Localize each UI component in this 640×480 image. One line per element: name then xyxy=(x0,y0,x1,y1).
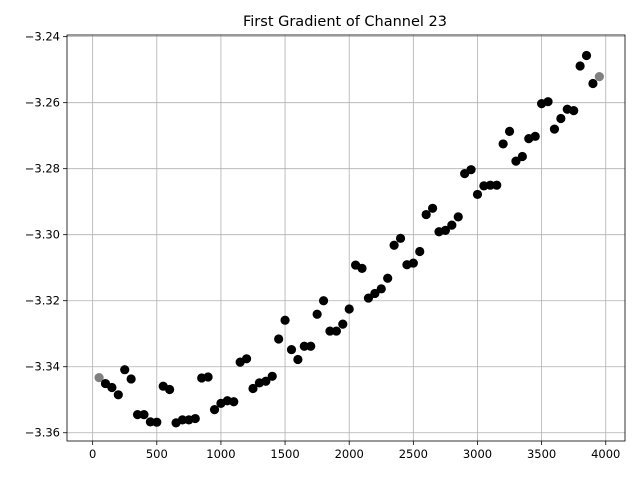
data-point xyxy=(447,220,457,230)
data-point xyxy=(165,384,175,395)
data-point xyxy=(248,383,258,394)
data-point xyxy=(498,139,508,149)
y-tick-label: −3.30 xyxy=(25,228,60,242)
data-point xyxy=(286,344,297,355)
data-point xyxy=(472,189,483,200)
x-tick-label: 3000 xyxy=(463,447,492,461)
data-point xyxy=(312,309,322,319)
data-point xyxy=(229,397,239,407)
data-point xyxy=(126,374,136,384)
data-point xyxy=(466,165,476,175)
data-point xyxy=(543,97,553,107)
data-point xyxy=(588,78,598,89)
data-point xyxy=(383,273,393,283)
data-point xyxy=(453,212,463,222)
data-point xyxy=(370,288,380,299)
y-tick-label: −3.24 xyxy=(25,30,60,44)
data-point xyxy=(338,319,348,329)
data-point xyxy=(241,354,252,364)
data-point xyxy=(530,131,540,141)
data-point xyxy=(94,373,104,383)
x-tick-label: 500 xyxy=(146,447,168,461)
data-point xyxy=(492,180,502,190)
data-point xyxy=(344,304,354,314)
x-tick-label: 1000 xyxy=(206,447,235,461)
data-point xyxy=(107,382,117,393)
data-point xyxy=(331,326,341,336)
x-tick-label: 0 xyxy=(89,447,96,461)
y-tick-label: −3.32 xyxy=(25,294,60,308)
data-point xyxy=(511,156,521,166)
data-point xyxy=(395,233,406,243)
data-point xyxy=(549,124,560,134)
data-point xyxy=(274,334,284,344)
data-point xyxy=(177,415,188,425)
y-tick-label: −3.34 xyxy=(25,360,60,374)
grid xyxy=(67,35,625,441)
data-point xyxy=(363,293,374,303)
data-point xyxy=(517,151,527,162)
data-point xyxy=(280,315,290,325)
data-point xyxy=(389,240,399,250)
data-point xyxy=(306,341,316,351)
axis-ticks: 0 500 1000 1500 2000 2500 3000 3500 4000 −3.36 −3.… xyxy=(25,30,621,461)
data-point xyxy=(325,326,335,336)
data-point xyxy=(113,390,123,400)
data-point xyxy=(203,372,213,382)
data-point xyxy=(318,296,329,306)
data-point xyxy=(440,225,451,236)
data-point xyxy=(357,263,367,273)
plot-frame xyxy=(66,34,626,442)
data-point xyxy=(556,113,566,124)
y-tick-label: −3.36 xyxy=(25,426,60,440)
data-point xyxy=(299,341,309,351)
data-point xyxy=(415,246,425,257)
data-point xyxy=(261,376,271,386)
data-point xyxy=(132,409,143,420)
data-point xyxy=(504,126,515,136)
data-point xyxy=(594,71,604,82)
data-point xyxy=(421,209,431,220)
x-tick-label: 4000 xyxy=(591,447,620,461)
x-tick-label: 2000 xyxy=(335,447,364,461)
data-point xyxy=(569,105,579,116)
data-points xyxy=(94,50,604,428)
data-point xyxy=(267,371,277,381)
data-point xyxy=(152,417,162,427)
y-tick-label: −3.26 xyxy=(25,96,60,110)
data-point xyxy=(139,409,149,420)
data-point xyxy=(485,180,495,190)
data-point xyxy=(293,354,303,365)
data-point xyxy=(581,50,592,61)
x-tick-label: 1500 xyxy=(270,447,299,461)
x-tick-label: 3500 xyxy=(527,447,556,461)
data-point xyxy=(427,203,438,213)
y-tick-label: −3.28 xyxy=(25,162,60,176)
data-point xyxy=(190,413,200,424)
data-point xyxy=(209,405,220,415)
data-point xyxy=(120,365,130,375)
data-point xyxy=(575,61,585,71)
chart-title: First Gradient of Channel 23 xyxy=(243,14,447,30)
data-point xyxy=(408,258,418,268)
x-tick-label: 2500 xyxy=(399,447,428,461)
data-point xyxy=(376,284,386,294)
